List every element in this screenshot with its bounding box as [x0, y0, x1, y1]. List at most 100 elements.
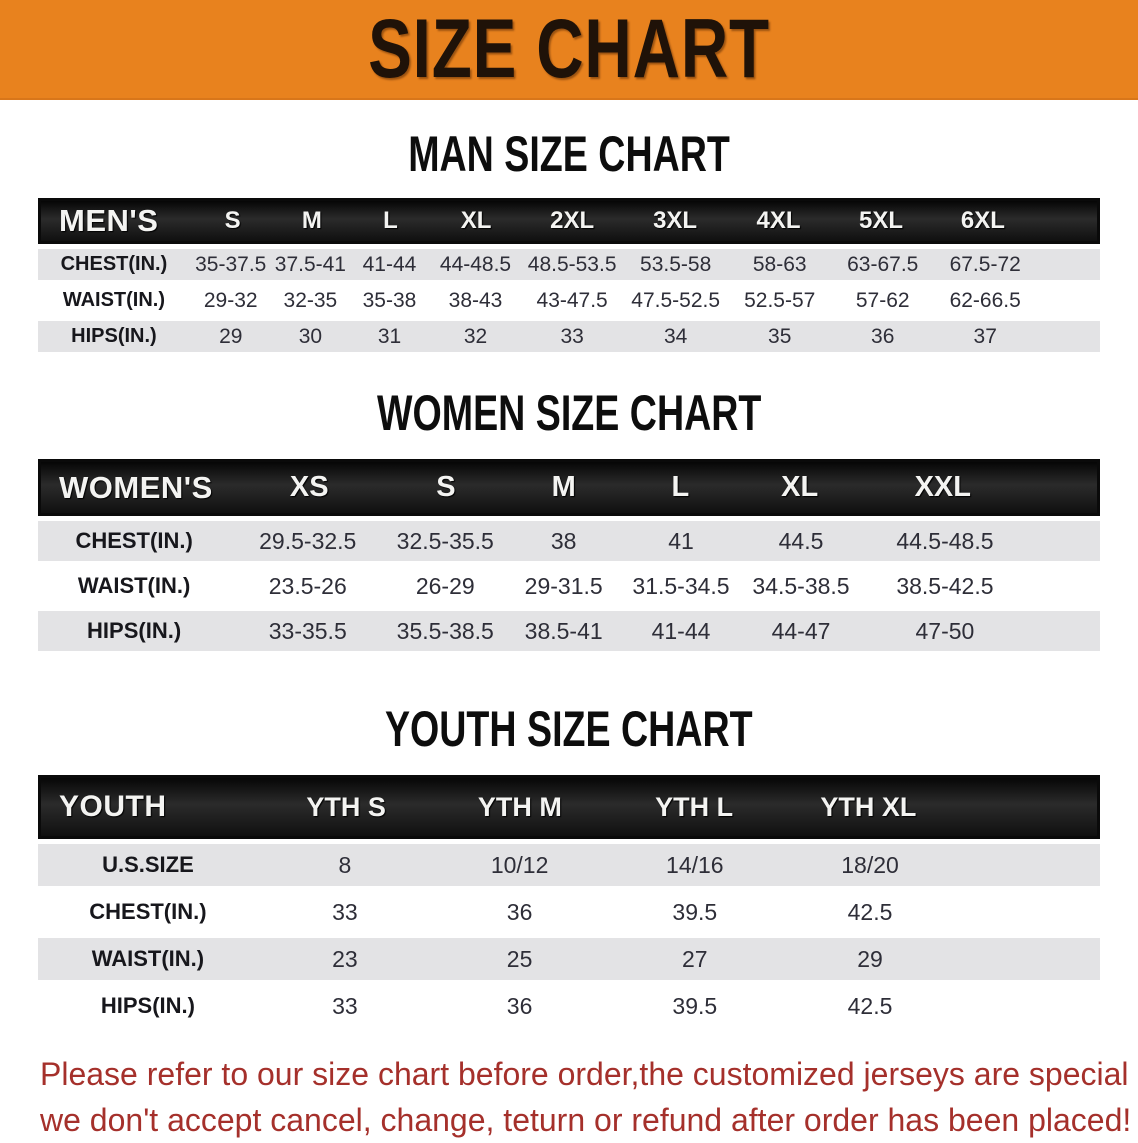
- size-value-cell: 32.5-35.5: [396, 527, 494, 554]
- row-label: U.S.SIZE: [102, 852, 194, 877]
- size-value-cell: 36: [506, 898, 533, 925]
- size-value-cell: 38.5-42.5: [896, 572, 994, 599]
- row-filler: [958, 985, 1100, 1027]
- size-value-cell: 23.5-26: [268, 572, 347, 599]
- size-value-cell: 53.5-58: [640, 252, 712, 276]
- row-label: CHEST(IN.): [75, 528, 193, 553]
- size-value-cell: 41-44: [651, 617, 711, 644]
- column-header: XL: [460, 207, 492, 234]
- column-header: YTH L: [655, 791, 734, 822]
- size-value-cell: 36: [506, 992, 533, 1019]
- column-header: M: [301, 207, 322, 234]
- table-header-row: MEN'S S M L XL 2XL 3XL 4XL 5XL 6XL: [38, 198, 1100, 244]
- size-value-cell: 42.5: [847, 898, 893, 925]
- row-filler: [1036, 321, 1099, 352]
- row-label: CHEST(IN.): [89, 899, 207, 924]
- size-value-cell: 44.5-48.5: [896, 527, 994, 554]
- column-header: 6XL: [960, 207, 1005, 234]
- table-row: HIPS(IN.) 33-35.5 35.5-38.5 38.5-41 41-44 44-…: [38, 611, 1100, 651]
- size-value-cell: 33-35.5: [268, 617, 347, 644]
- row-filler: [1036, 249, 1099, 280]
- table-row: CHEST(IN.) 33 36 39.5 42.5: [38, 891, 1100, 933]
- row-label: WAIST(IN.): [91, 946, 205, 971]
- size-value-cell: 35-38: [362, 288, 417, 312]
- column-header: S: [224, 207, 241, 234]
- size-value-cell: 29: [219, 324, 243, 348]
- size-value-cell: 44-47: [771, 617, 831, 644]
- size-value-cell: 18/20: [841, 851, 899, 878]
- size-value-cell: 35: [768, 324, 792, 348]
- column-header: YTH M: [477, 791, 562, 822]
- size-value-cell: 8: [338, 851, 352, 878]
- size-table: MEN'S S M L XL 2XL 3XL 4XL 5XL 6XL CHEST(IN.) 35-37…: [38, 198, 1100, 352]
- column-header: XL: [781, 471, 819, 503]
- size-chart-sections: MAN SIZE CHART MEN'S S M L XL 2XL 3XL 4XL 5XL 6XL C…: [0, 125, 1138, 1027]
- header-filler: [1034, 201, 1096, 241]
- section-heading-text: WOMEN SIZE CHART: [376, 384, 762, 441]
- row-label: CHEST(IN.): [60, 253, 168, 275]
- size-table: WOMEN'S XS S M L XL XXL CHEST(IN.) 29.5-32.5 32.5…: [38, 459, 1100, 651]
- header-filler: [955, 778, 1097, 836]
- size-value-cell: 58-63: [752, 252, 807, 276]
- row-label: HIPS(IN.): [100, 993, 195, 1018]
- size-value-cell: 37.5-41: [274, 252, 346, 276]
- size-value-cell: 48.5-53.5: [527, 252, 617, 276]
- table-row: WAIST(IN.) 29-32 32-35 35-38 38-43 43-47.5 47.…: [38, 285, 1100, 316]
- table-header-label: YOUTH: [59, 790, 167, 823]
- size-value-cell: 37: [973, 324, 997, 348]
- size-value-cell: 44-48.5: [439, 252, 512, 276]
- row-label: WAIST(IN.): [77, 573, 191, 598]
- size-value-cell: 39.5: [672, 898, 718, 925]
- banner-title: SIZE CHART: [368, 2, 770, 95]
- size-value-cell: 34.5-38.5: [752, 572, 850, 599]
- column-header: XS: [289, 471, 329, 503]
- disclaimer-line-2: we don't accept cancel, change, teturn o…: [40, 1102, 1132, 1138]
- column-header: YTH XL: [820, 791, 917, 822]
- section-heading-text: MAN SIZE CHART: [408, 125, 730, 182]
- size-value-cell: 47-50: [915, 617, 975, 644]
- table-row: CHEST(IN.) 29.5-32.5 32.5-35.5 38 41 44.5 44.5…: [38, 521, 1100, 561]
- column-header: 2XL: [550, 207, 595, 234]
- table-row: CHEST(IN.) 35-37.5 37.5-41 41-44 44-48.5 48.5…: [38, 249, 1100, 280]
- size-value-cell: 33: [332, 992, 358, 1019]
- table-row: WAIST(IN.) 23.5-26 26-29 29-31.5 31.5-34.5 34…: [38, 566, 1100, 606]
- section-heading-text: YOUTH SIZE CHART: [385, 700, 753, 757]
- size-value-cell: 63-67.5: [847, 252, 919, 276]
- size-value-cell: 38: [550, 527, 577, 554]
- size-value-cell: 32-35: [283, 288, 338, 312]
- size-value-cell: 33: [560, 324, 584, 348]
- row-filler: [958, 844, 1100, 886]
- table-header-label: WOMEN'S: [59, 469, 213, 505]
- table-row: HIPS(IN.) 29 30 31 32 33 34 35 36 37: [38, 321, 1100, 352]
- table-row: HIPS(IN.) 33 36 39.5 42.5: [38, 985, 1100, 1027]
- table-header-row: WOMEN'S XS S M L XL XXL: [38, 459, 1100, 516]
- size-value-cell: 10/12: [490, 851, 549, 878]
- column-header: M: [551, 471, 576, 503]
- section-heading: WOMEN SIZE CHART: [0, 384, 1138, 441]
- size-value-cell: 33: [332, 898, 358, 925]
- size-value-cell: 38-43: [448, 288, 503, 312]
- row-filler: [1028, 566, 1100, 606]
- row-filler: [1036, 285, 1099, 316]
- size-value-cell: 57-62: [855, 288, 910, 312]
- row-filler: [1028, 521, 1100, 561]
- size-value-cell: 34: [663, 324, 688, 348]
- size-table: YOUTH YTH S YTH M YTH L YTH XL U.S.SIZE 8 10/12…: [38, 775, 1100, 1027]
- size-value-cell: 52.5-57: [744, 288, 816, 312]
- column-header: 4XL: [756, 207, 801, 234]
- size-value-cell: 38.5-41: [524, 617, 603, 644]
- size-value-cell: 62-66.5: [949, 288, 1021, 312]
- size-section: WOMEN SIZE CHART WOMEN'S XS S M L XL XXL CHEST(I…: [0, 384, 1138, 651]
- column-header: 3XL: [653, 207, 698, 234]
- header-filler: [1025, 462, 1097, 513]
- size-value-cell: 47.5-52.5: [631, 288, 721, 312]
- size-value-cell: 32: [463, 324, 488, 348]
- size-value-cell: 43-47.5: [536, 288, 608, 312]
- size-section: MAN SIZE CHART MEN'S S M L XL 2XL 3XL 4XL 5XL 6XL C…: [0, 125, 1138, 352]
- size-value-cell: 27: [682, 945, 708, 972]
- table-row: WAIST(IN.) 23 25 27 29: [38, 938, 1100, 980]
- column-header: YTH S: [306, 791, 386, 822]
- size-value-cell: 39.5: [672, 992, 718, 1019]
- size-value-cell: 29-31.5: [524, 572, 603, 599]
- size-value-cell: 35.5-38.5: [396, 617, 494, 644]
